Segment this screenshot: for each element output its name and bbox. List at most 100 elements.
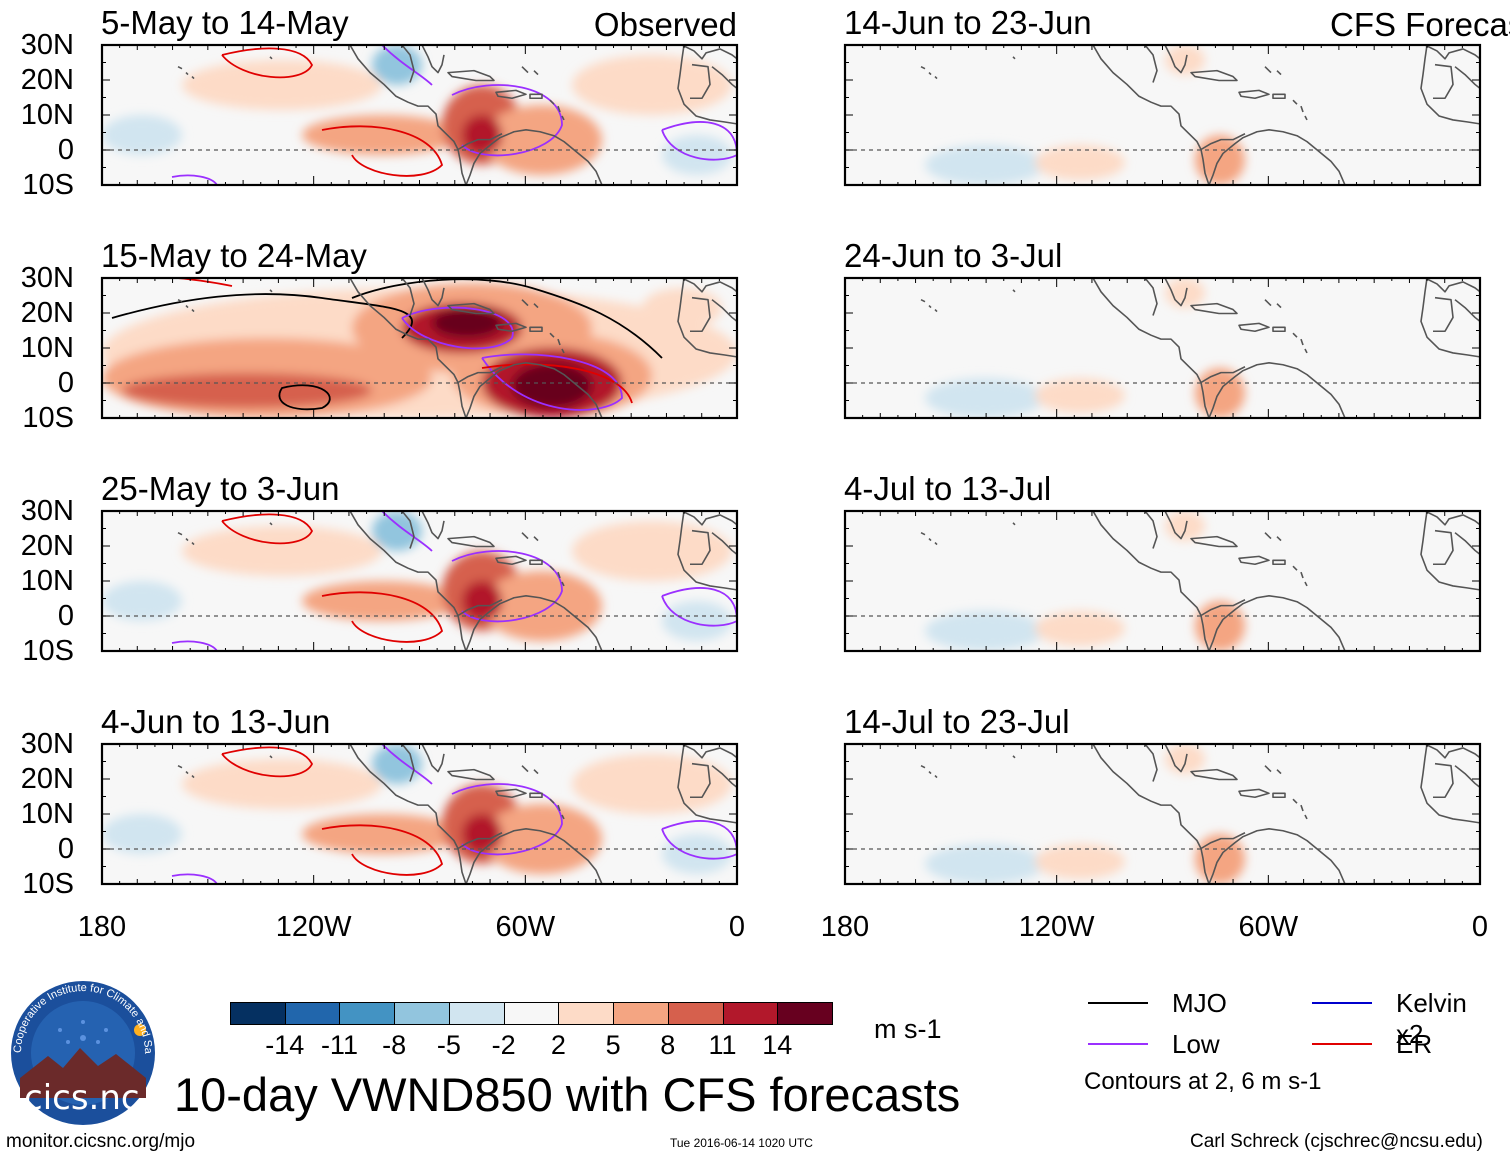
shading-blob <box>1165 511 1205 541</box>
panel-layer <box>100 43 1482 886</box>
colorbar-tick-label: -2 <box>491 1030 516 1060</box>
shading-blob <box>302 581 462 621</box>
colorbar-tick-label: 5 <box>605 1030 621 1060</box>
shading-blob <box>302 115 462 155</box>
legend-label-mjo: MJO <box>1172 988 1227 1018</box>
map-panel-fc3 <box>843 509 1482 653</box>
colorbar-swatch <box>230 1002 286 1025</box>
colorbar-tick-label: -11 <box>320 1030 358 1060</box>
wind-shading <box>102 744 732 874</box>
wave-contours <box>171 45 737 185</box>
map-panel-obs4 <box>100 742 739 886</box>
y-tick-label: 20N <box>20 763 74 795</box>
legend-label-low: Low <box>1172 1029 1220 1059</box>
legend-note: Contours at 2, 6 m s-1 <box>1084 1068 1322 1095</box>
shading-blob <box>512 363 592 408</box>
shading-blob <box>1035 145 1125 180</box>
footer-timestamp: Tue 2016-06-14 1020 UTC <box>670 1136 813 1150</box>
shading-blob <box>642 288 722 328</box>
footer-author[interactable]: Carl Schreck (cjschrec@ncsu.edu) <box>1190 1131 1483 1152</box>
shading-blob <box>662 601 732 641</box>
wave-contour <box>451 84 563 157</box>
y-tick-label: 10N <box>20 99 74 131</box>
panel-title-fc4: 14-Jul to 23-Jul <box>844 703 1070 740</box>
y-tick-label: 30N <box>20 495 74 527</box>
main-title: 10-day VWND850 with CFS forecasts <box>174 1068 961 1121</box>
shading-blob <box>122 373 372 408</box>
colorbar-tick-label: 11 <box>708 1030 737 1060</box>
footer-url[interactable]: monitor.cicsnc.org/mjo <box>6 1131 196 1152</box>
shading-blob <box>302 814 462 854</box>
wave-contour <box>321 125 444 177</box>
shading-blob <box>1195 601 1245 651</box>
shading-blob <box>372 744 422 784</box>
y-tick-label: 10N <box>20 798 74 830</box>
colorbar-swatch <box>722 1002 779 1025</box>
y-tick-label: 0 <box>57 134 74 166</box>
map-panel-obs2 <box>100 276 739 420</box>
colorbar-tick-label: -14 <box>265 1030 305 1060</box>
axis-ticks <box>101 44 738 186</box>
shading-blob <box>372 511 422 551</box>
shading-blob <box>662 834 732 874</box>
x-tick-label: 60W <box>1238 911 1299 943</box>
shading-blob <box>1195 368 1245 418</box>
colorbar-swatch <box>558 1002 615 1025</box>
colorbar-tick-label: -8 <box>382 1030 407 1060</box>
map-panel-fc2 <box>843 276 1482 420</box>
wave-contour <box>481 353 623 411</box>
map-panel-obs3 <box>100 509 739 653</box>
y-tick-label: 0 <box>57 833 74 865</box>
shading-blob <box>572 521 732 581</box>
panel-title-obs3: 25-May to 3-Jun <box>101 470 340 507</box>
wave-contour <box>321 824 444 876</box>
axis-ticks <box>844 277 1481 419</box>
wave-contour <box>381 511 433 552</box>
wind-shading <box>102 45 732 175</box>
colorbar-tick-label: 8 <box>660 1030 676 1060</box>
shading-blob <box>182 526 382 576</box>
wave-contour <box>221 746 314 778</box>
wave-contour <box>321 591 444 643</box>
shading-blob <box>1195 135 1245 185</box>
axis-ticks <box>101 743 738 885</box>
shading-blob <box>1035 378 1125 413</box>
shading-blob <box>482 105 602 175</box>
shading-blob <box>102 115 182 155</box>
wave-contour <box>451 550 563 623</box>
shading-blob <box>182 759 382 809</box>
axis-ticks <box>844 510 1481 652</box>
colorbar-units: m s-1 <box>874 1014 942 1044</box>
shading-blob <box>462 814 502 854</box>
colorbar-swatch <box>448 1002 505 1025</box>
x-tick-label: 0 <box>1471 911 1489 943</box>
y-tick-label: 30N <box>20 262 74 294</box>
colorbar-tick-label: -5 <box>436 1030 461 1060</box>
shading-blob <box>372 45 422 85</box>
colorbar-swatch <box>777 1002 833 1025</box>
y-tick-label: 20N <box>20 297 74 329</box>
wave-contour <box>111 293 413 339</box>
wave-contour <box>481 363 633 404</box>
axis-ticks <box>101 510 738 652</box>
axis-ticks <box>844 44 1481 186</box>
axis-ticks <box>101 277 738 419</box>
y-tick-label: 30N <box>20 29 74 61</box>
shading-blob <box>102 814 182 854</box>
wave-contour <box>171 174 218 185</box>
shading-blob <box>462 115 502 155</box>
y-tick-label: 10N <box>20 332 74 364</box>
axis-ticks <box>844 743 1481 885</box>
panel-title-fc1: 14-Jun to 23-Jun <box>844 4 1092 41</box>
shading-blob <box>1035 844 1125 879</box>
shading-blob <box>925 844 1045 884</box>
wave-contour <box>451 783 563 856</box>
y-tick-label: 30N <box>20 728 74 760</box>
y-tick-label: 10S <box>22 635 74 667</box>
shading-blob <box>1035 611 1125 646</box>
shading-blob <box>482 804 602 874</box>
map-panel-obs1 <box>100 43 739 187</box>
wave-contour <box>278 384 331 411</box>
x-tick-label: 120W <box>275 911 352 943</box>
shading-blob <box>925 378 1045 418</box>
